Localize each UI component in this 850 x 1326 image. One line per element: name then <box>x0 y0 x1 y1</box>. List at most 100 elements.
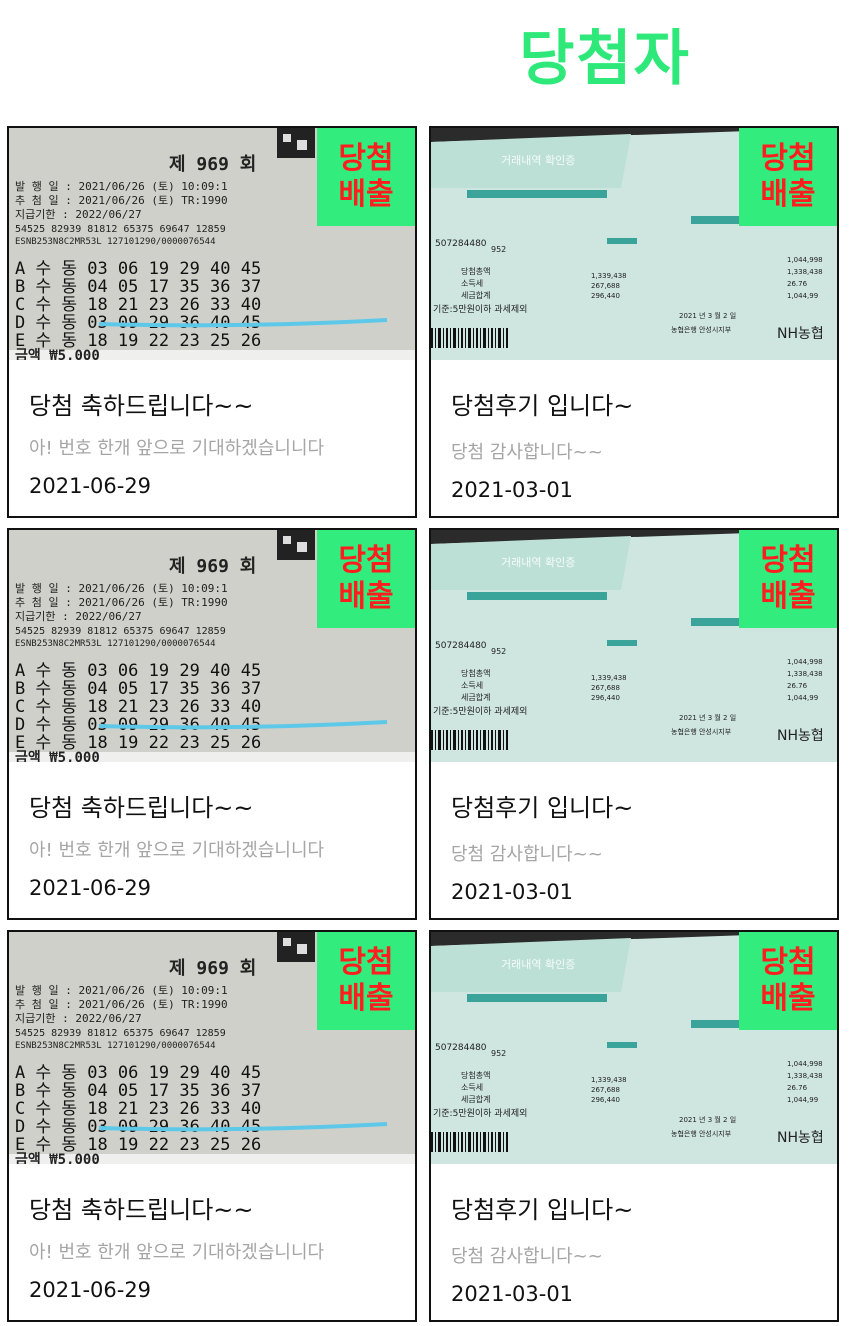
receipt-right-1: 1,044,998 <box>787 256 823 264</box>
winner-card[interactable]: 제 969 회 발 행 일 : 2021/06/26 (토) 10:09:1 추… <box>7 126 417 518</box>
receipt-header: 거래내역 확인증 <box>501 154 575 167</box>
ticket-issue: 발 행 일 : 2021/06/26 (토) 10:09:1 <box>15 179 228 193</box>
ticket-row-c: C 수 동 18 21 23 26 33 40 <box>15 697 261 717</box>
receipt-row-2: 소득세 <box>461 1083 483 1092</box>
ticket-bottom: 금액 ₩5,000 <box>15 1151 100 1164</box>
card-title: 당첨 축하드립니다~~ <box>29 392 254 420</box>
ticket-row-a: A 수 동 03 06 19 29 40 45 <box>15 661 261 681</box>
receipt-row-3: 세금합계 <box>461 1094 490 1104</box>
card-description: 아! 번호 한개 앞으로 기대하겠습니니다 <box>29 1242 325 1263</box>
ticket-row-e: E 수 동 18 19 22 23 25 26 <box>15 733 261 753</box>
receipt-row-3: 세금합계 <box>461 692 490 702</box>
receipt-date: 2021 년 3 월 2 일 <box>679 311 736 320</box>
receipt-row-1: 당첨총액 <box>461 668 490 678</box>
card-date: 2021-06-29 <box>29 1278 152 1302</box>
receipt-right-2: 1,338,438 <box>787 1072 823 1080</box>
ticket-row-c: C 수 동 18 21 23 26 33 40 <box>15 1099 261 1119</box>
badge-line1: 당첨 <box>338 141 394 176</box>
receipt-note: 기준:5만원이하 과세제외 <box>433 303 527 315</box>
ticket-row-c: C 수 동 18 21 23 26 33 40 <box>15 295 261 315</box>
ticket-row-a: A 수 동 03 06 19 29 40 45 <box>15 259 261 279</box>
card-description: 아! 번호 한개 앞으로 기대하겠습니니다 <box>29 840 325 861</box>
badge-line2: 배출 <box>338 579 394 614</box>
bank-receipt-photo: 거래내역 확인증 952 507284480 당첨총액 소득세 세금합계 1,3… <box>431 932 837 1164</box>
badge-line1: 당첨 <box>338 543 394 578</box>
ticket-issue: 발 행 일 : 2021/06/26 (토) 10:09:1 <box>15 581 228 595</box>
ticket-round: 제 969 회 <box>169 958 256 979</box>
card-description: 아! 번호 한개 앞으로 기대하겠습니니다 <box>29 438 325 459</box>
badge-line2: 배출 <box>338 177 394 212</box>
winner-card[interactable]: 거래내역 확인증 952 507284480 당첨총액 소득세 세금합계 1,3… <box>429 528 839 920</box>
card-title: 당첨후기 입니다~ <box>451 794 634 822</box>
winner-badge: 당첨 배출 <box>317 128 415 226</box>
receipt-right-4: 1,044,99 <box>787 694 818 702</box>
receipt-bank: 농협은행 안성시지부 <box>671 1129 732 1138</box>
ticket-deadline: 지급기한 : 2022/06/27 <box>15 208 142 221</box>
receipt-val-2: 267,688 <box>591 282 620 290</box>
card-title: 당첨 축하드립니다~~ <box>29 794 254 822</box>
receipt-date: 2021 년 3 월 2 일 <box>679 713 736 722</box>
ticket-row-b: B 수 동 04 05 17 35 36 37 <box>15 277 261 297</box>
ticket-codes: 54525 82939 81812 65375 69647 12859 <box>15 224 226 235</box>
card-description: 당첨 감사합니다~~ <box>451 442 603 463</box>
receipt-right-2: 1,338,438 <box>787 268 823 276</box>
winner-card[interactable]: 제 969 회 발 행 일 : 2021/06/26 (토) 10:09:1 추… <box>7 930 417 1322</box>
ticket-code2: ESNB253N8C2MR53L 127101290/0000076544 <box>15 237 215 247</box>
winner-badge: 당첨 배출 <box>739 530 837 628</box>
receipt-logo: NH농협 <box>777 728 824 744</box>
barcode <box>431 328 508 348</box>
winner-badge: 당첨 배출 <box>739 128 837 226</box>
winner-badge: 당첨 배출 <box>317 530 415 628</box>
winner-card[interactable]: 거래내역 확인증 952 507284480 당첨총액 소득세 세금합계 1,3… <box>429 930 839 1322</box>
receipt-note: 기준:5만원이하 과세제외 <box>433 1107 527 1119</box>
winner-card[interactable]: 제 969 회 발 행 일 : 2021/06/26 (토) 10:09:1 추… <box>7 528 417 920</box>
ticket-code2: ESNB253N8C2MR53L 127101290/0000076544 <box>15 639 215 649</box>
receipt-logo: NH농협 <box>777 1130 824 1146</box>
winner-card[interactable]: 거래내역 확인증 952 507284480 당첨총액 소득세 세금합계 1,3… <box>429 126 839 518</box>
receipt-val-1: 1,339,438 <box>591 674 627 682</box>
receipt-right-4: 1,044,99 <box>787 1096 818 1104</box>
receipt-account: 507284480 <box>435 1043 487 1053</box>
ticket-code2: ESNB253N8C2MR53L 127101290/0000076544 <box>15 1041 215 1051</box>
receipt-right-2: 1,338,438 <box>787 670 823 678</box>
card-date: 2021-06-29 <box>29 876 152 900</box>
receipt-row-2: 소득세 <box>461 279 483 288</box>
receipt-row-1: 당첨총액 <box>461 1070 490 1080</box>
ticket-row-b: B 수 동 04 05 17 35 36 37 <box>15 679 261 699</box>
ticket-deadline: 지급기한 : 2022/06/27 <box>15 1012 142 1025</box>
ticket-codes: 54525 82939 81812 65375 69647 12859 <box>15 626 226 637</box>
receipt-row-1: 당첨총액 <box>461 266 490 276</box>
receipt-header: 거래내역 확인증 <box>501 556 575 569</box>
receipt-right-3: 26.76 <box>787 682 808 690</box>
card-date: 2021-03-01 <box>451 478 574 502</box>
ticket-draw: 추 첨 일 : 2021/06/26 (토) TR:1990 <box>15 997 228 1011</box>
receipt-val-1: 1,339,438 <box>591 272 627 280</box>
receipt-num: 952 <box>491 647 506 656</box>
receipt-row-2: 소득세 <box>461 681 483 690</box>
ticket-draw: 추 첨 일 : 2021/06/26 (토) TR:1990 <box>15 193 228 207</box>
ticket-row-b: B 수 동 04 05 17 35 36 37 <box>15 1081 261 1101</box>
receipt-val-3: 296,440 <box>591 292 620 300</box>
card-date: 2021-03-01 <box>451 1282 574 1306</box>
badge-line1: 당첨 <box>760 543 816 578</box>
receipt-account: 507284480 <box>435 641 487 651</box>
card-date: 2021-06-29 <box>29 474 152 498</box>
badge-line1: 당첨 <box>760 141 816 176</box>
receipt-note: 기준:5만원이하 과세제외 <box>433 705 527 717</box>
card-date: 2021-03-01 <box>451 880 574 904</box>
badge-line2: 배출 <box>760 177 816 212</box>
lottery-ticket-photo: 제 969 회 발 행 일 : 2021/06/26 (토) 10:09:1 추… <box>9 932 415 1164</box>
ticket-bottom: 금액 ₩5,000 <box>15 749 100 762</box>
receipt-val-3: 296,440 <box>591 694 620 702</box>
ticket-row-a: A 수 동 03 06 19 29 40 45 <box>15 1063 261 1083</box>
ticket-row-e: E 수 동 18 19 22 23 25 26 <box>15 331 261 351</box>
ticket-deadline: 지급기한 : 2022/06/27 <box>15 610 142 623</box>
page-title: 당첨자 <box>519 24 691 94</box>
badge-line2: 배출 <box>760 981 816 1016</box>
receipt-val-1: 1,339,438 <box>591 1076 627 1084</box>
receipt-date: 2021 년 3 월 2 일 <box>679 1115 736 1124</box>
ticket-row-e: E 수 동 18 19 22 23 25 26 <box>15 1135 261 1155</box>
bank-receipt-photo: 거래내역 확인증 952 507284480 당첨총액 소득세 세금합계 1,3… <box>431 128 837 360</box>
receipt-header: 거래내역 확인증 <box>501 958 575 971</box>
ticket-bottom: 금액 ₩5,000 <box>15 347 100 360</box>
